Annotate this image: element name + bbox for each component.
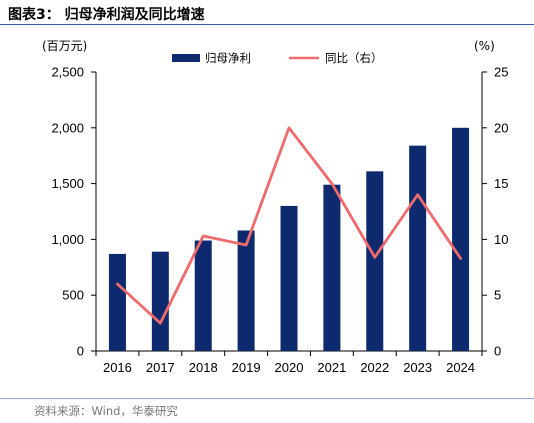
bar <box>452 127 470 351</box>
bar <box>409 145 427 351</box>
x-axis-tick-label: 2020 <box>275 360 304 375</box>
bar <box>280 205 298 351</box>
right-axis-tick-label: 15 <box>494 176 508 191</box>
left-axis-unit: (百万元) <box>42 39 87 53</box>
x-axis-tick-label: 2019 <box>232 360 261 375</box>
bar <box>194 240 212 351</box>
right-axis-tick-label: 0 <box>494 344 501 359</box>
series-line <box>116 126 462 325</box>
bar <box>108 253 126 351</box>
x-axis-tick-label: 2018 <box>189 360 218 375</box>
right-axis-unit: (%) <box>474 39 495 53</box>
x-axis-tick-label: 2022 <box>360 360 389 375</box>
chart-canvas: 0 500 1,000 1,500 2,000 2,500 0 5 10 15 20 25 2016 20… <box>42 39 508 375</box>
left-axis-tick-label: 2,500 <box>51 65 84 80</box>
left-axis-tick-label: 500 <box>62 288 84 303</box>
right-axis-tick-label: 25 <box>494 65 508 80</box>
line-series <box>116 126 462 325</box>
left-axis-tick-label: 1,500 <box>51 176 84 191</box>
x-axis-tick-label: 2023 <box>403 360 432 375</box>
title-divider <box>0 24 534 25</box>
legend-bar-swatch <box>172 54 200 62</box>
left-axis-tick-label: 0 <box>77 344 84 359</box>
footer-divider <box>0 398 534 399</box>
legend-bar-label: 归母净利 <box>205 51 251 65</box>
right-axis-tick-label: 20 <box>494 120 508 135</box>
right-axis-tick-label: 10 <box>494 232 508 247</box>
left-axis-tick-label: 1,000 <box>51 232 84 247</box>
chart-axes: 0 500 1,000 1,500 2,000 2,500 0 5 10 15 20 25 2016 20… <box>42 39 508 375</box>
x-axis-tick-label: 2017 <box>146 360 175 375</box>
source-note: 资料来源：Wind，华泰研究 <box>34 404 178 418</box>
bar <box>237 230 255 351</box>
bar <box>323 184 341 351</box>
chart-legend: 归母净利 同比（右） <box>172 51 383 65</box>
x-axis-tick-label: 2024 <box>446 360 475 375</box>
right-axis-tick-label: 5 <box>494 288 501 303</box>
bar-series <box>108 127 470 351</box>
x-axis-tick-label: 2021 <box>317 360 346 375</box>
left-axis-tick-label: 2,000 <box>51 120 84 135</box>
x-axis-tick-label: 2016 <box>103 360 132 375</box>
bar <box>151 251 169 351</box>
chart-title: 图表3： 归母净利润及同比增速 <box>8 7 205 23</box>
legend-line-label: 同比（右） <box>325 51 383 65</box>
bar <box>366 171 384 351</box>
